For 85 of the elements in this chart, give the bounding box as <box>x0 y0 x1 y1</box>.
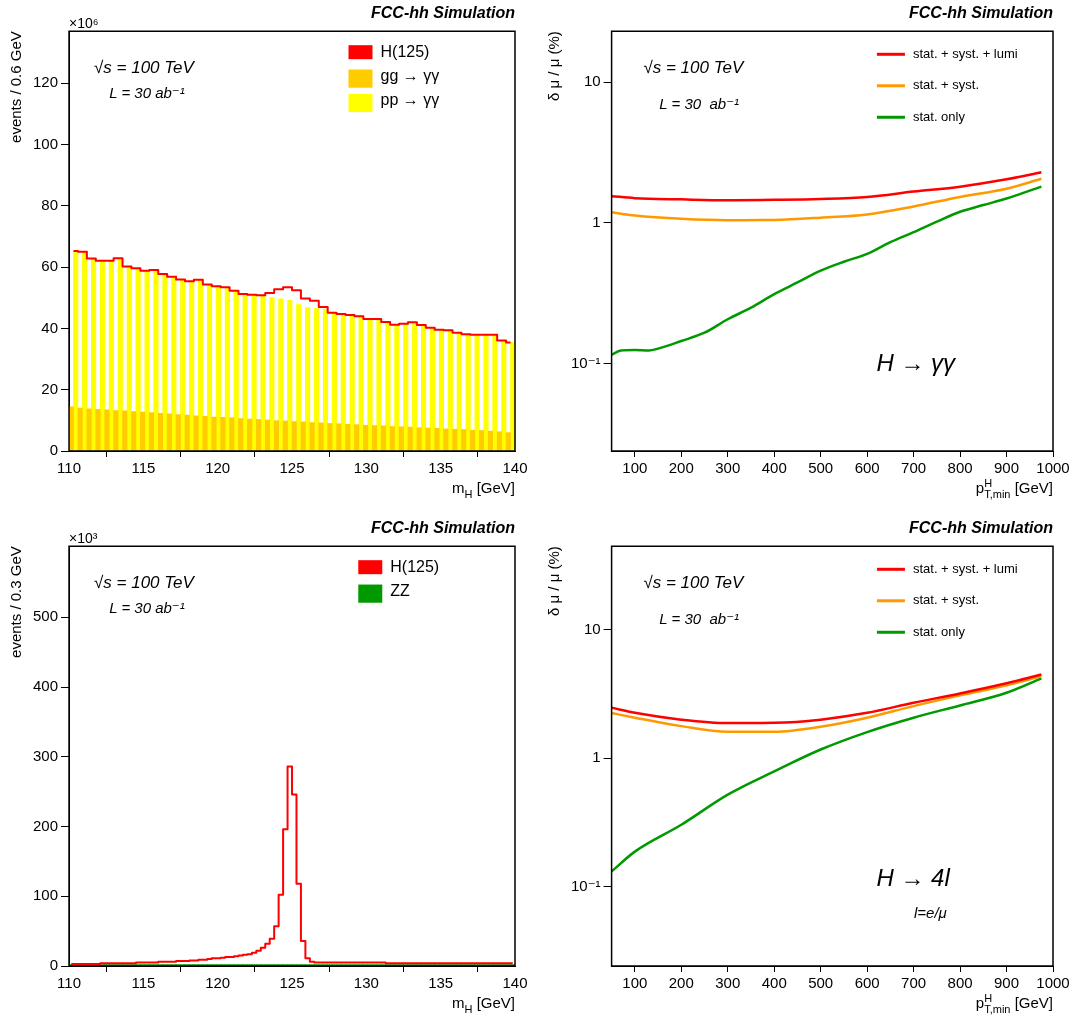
legend-label: pp → γγ <box>380 91 440 109</box>
y-axis-title: δ μ / μ (%) <box>545 546 563 617</box>
x-tick-label: 100 <box>622 459 648 477</box>
x-tick-label: 135 <box>428 974 454 992</box>
x-tick-label: 120 <box>205 459 231 477</box>
y-tick-label: 1 <box>592 748 601 766</box>
y-tick-label: 0 <box>49 956 59 974</box>
x-tick-label: 600 <box>854 974 880 992</box>
x-tick-label: 700 <box>901 974 927 992</box>
y-tick-label: 80 <box>41 196 59 213</box>
x-tick-label: 900 <box>994 974 1020 992</box>
annotation: H → γγ <box>876 349 958 377</box>
y-tick-label: 100 <box>33 886 59 904</box>
annotation: √s = 100 TeV <box>94 58 196 78</box>
x-tick-label: 1000 <box>1036 974 1070 992</box>
chart-title: FCC-hh Simulation <box>371 519 516 537</box>
chart-title: FCC-hh Simulation <box>909 4 1054 22</box>
legend-label: ZZ <box>390 581 411 599</box>
x-tick-label: 130 <box>353 974 379 992</box>
x-tick-label: 140 <box>502 459 528 477</box>
y-tick-label: 10 <box>583 620 601 638</box>
legend-label: stat. + syst. <box>912 592 980 608</box>
x-tick-label: 500 <box>808 459 834 477</box>
y-tick-label: 60 <box>41 257 59 275</box>
chart-title: FCC-hh Simulation <box>371 4 516 22</box>
x-tick-label: 1000 <box>1036 459 1070 477</box>
legend-label: stat. only <box>912 108 966 124</box>
annotation: H → 4l <box>876 864 951 892</box>
x-tick-label: 100 <box>622 974 648 992</box>
x-tick-label: 125 <box>279 459 305 477</box>
annotation: L = 30 ab⁻¹ <box>109 599 185 617</box>
annotation: l=e/μ <box>913 903 947 921</box>
x-tick-label: 110 <box>57 459 81 477</box>
y-tick-label: 40 <box>41 318 59 336</box>
y-tick-label: 10⁻¹ <box>570 353 601 371</box>
y-tick-label: 20 <box>41 379 59 397</box>
legend-label: H(125) <box>390 557 440 575</box>
x-tick-label: 200 <box>668 459 694 477</box>
legend-label: H(125) <box>380 42 430 60</box>
annotation: √s = 100 TeV <box>643 58 745 78</box>
legend-label: stat. + syst. <box>912 77 980 93</box>
x-tick-label: 110 <box>57 974 81 992</box>
x-tick-label: 120 <box>205 974 231 992</box>
annotation: L = 30 ab⁻¹ <box>659 609 740 627</box>
annotation: √s = 100 TeV <box>94 573 196 593</box>
chart-title: FCC-hh Simulation <box>909 519 1054 537</box>
x-tick-label: 300 <box>715 974 741 992</box>
y-axis-title: events / 0.6 GeV <box>7 31 25 143</box>
x-tick-label: 130 <box>353 459 379 477</box>
x-tick-label: 125 <box>279 974 305 992</box>
x-tick-label: 800 <box>947 974 973 992</box>
legend-label: stat. + syst. + lumi <box>912 45 1018 61</box>
y-tick-label: 400 <box>33 677 59 695</box>
y-tick-label: 120 <box>33 73 59 91</box>
y-axis-title: δ μ / μ (%) <box>545 31 563 102</box>
y-axis-title: events / 0.3 GeV <box>7 546 25 658</box>
x-tick-label: 900 <box>994 459 1020 477</box>
x-tick-label: 140 <box>502 974 528 992</box>
x-tick-label: 600 <box>854 459 880 477</box>
x-tick-label: 115 <box>131 974 156 992</box>
x-tick-label: 300 <box>715 459 741 477</box>
annotation: √s = 100 TeV <box>643 573 745 593</box>
y-tick-label: 300 <box>33 746 59 764</box>
y-tick-label: 10⁻¹ <box>570 876 601 894</box>
annotation: L = 30 ab⁻¹ <box>109 84 185 102</box>
x-tick-label: 400 <box>761 974 787 992</box>
x-tick-label: 700 <box>901 459 927 477</box>
x-tick-label: 135 <box>428 459 454 477</box>
legend-label: stat. + syst. + lumi <box>912 560 1018 576</box>
y-tick-label: 10 <box>583 72 601 90</box>
x-tick-label: 500 <box>808 974 834 992</box>
annotation: L = 30 ab⁻¹ <box>659 94 740 112</box>
y-tick-label: 500 <box>33 607 59 625</box>
y-tick-label: 200 <box>33 816 59 834</box>
y-tick-label: 0 <box>49 441 59 459</box>
x-tick-label: 115 <box>131 459 156 477</box>
y-tick-label: 100 <box>33 134 59 152</box>
legend-label: stat. only <box>912 623 966 639</box>
legend-label: gg → γγ <box>380 66 440 84</box>
y-tick-label: 1 <box>592 213 601 231</box>
x-tick-label: 800 <box>947 459 973 477</box>
text: ×10⁶ <box>69 14 99 31</box>
x-tick-label: 400 <box>761 459 787 477</box>
x-tick-label: 200 <box>668 974 694 992</box>
text: ×10³ <box>69 529 98 546</box>
